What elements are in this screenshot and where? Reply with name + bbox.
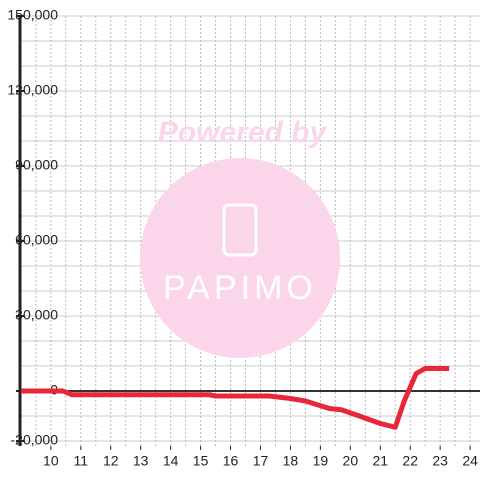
x-tick-label: 13 — [133, 453, 149, 469]
x-tick-label: 17 — [253, 453, 269, 469]
x-tick-label: 23 — [432, 453, 448, 469]
x-tick-label: 12 — [103, 453, 119, 469]
y-tick-label: 90,000 — [15, 157, 58, 173]
y-tick-label: -20,000 — [11, 432, 59, 448]
watermark-logo: PAPIMO — [163, 269, 317, 307]
x-tick-label: 10 — [43, 453, 59, 469]
watermark-text: Powered by — [158, 116, 328, 149]
x-tick-label: 19 — [313, 453, 329, 469]
watermark-icon — [222, 203, 258, 257]
y-tick-label: 120,000 — [7, 82, 58, 98]
y-tick-label: 30,000 — [15, 307, 58, 323]
y-tick-label: 60,000 — [15, 232, 58, 248]
x-tick-label: 18 — [283, 453, 299, 469]
x-tick-label: 15 — [193, 453, 209, 469]
x-tick-label: 16 — [223, 453, 239, 469]
x-tick-label: 20 — [343, 453, 359, 469]
x-tick-label: 14 — [163, 453, 179, 469]
data-line — [20, 366, 450, 430]
watermark-circle — [140, 158, 340, 358]
x-tick-label: 22 — [402, 453, 418, 469]
x-tick-label: 21 — [372, 453, 388, 469]
y-tick-label: 150,000 — [7, 7, 58, 23]
x-tick-label: 24 — [462, 453, 478, 469]
x-tick-label: 11 — [74, 453, 89, 469]
